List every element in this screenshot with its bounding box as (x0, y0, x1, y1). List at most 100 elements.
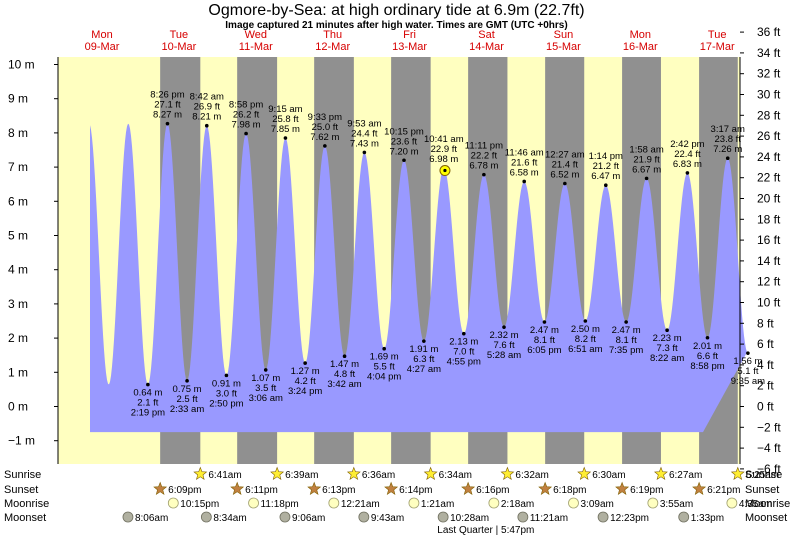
moonrise-time: 1:21am (421, 499, 454, 510)
tide-m-label: 1.56 m (733, 356, 762, 367)
tide-time-label: 4:04 pm (367, 372, 401, 383)
sunrise-time: 6:25am (746, 470, 779, 481)
day-name: Sun (554, 29, 574, 41)
day-date: 11-Mar (239, 41, 273, 53)
sunrise-time: 6:34am (439, 470, 472, 481)
day-date: 16-Mar (623, 41, 658, 53)
tide-ft-label: 3.5 ft (255, 383, 276, 394)
right-tick-label: −2 ft (757, 420, 781, 434)
tide-ft-label: 21.9 ft (633, 154, 660, 165)
tide-time-label: 4:55 pm (447, 357, 481, 368)
tide-ft-label: 21.2 ft (593, 161, 620, 172)
moonrise-time: 4:35am (739, 499, 772, 510)
day-name: Fri (403, 29, 416, 41)
right-tick-label: 0 ft (757, 400, 774, 414)
sunset-icon (538, 481, 553, 495)
right-tick-label: 26 ft (757, 129, 781, 143)
tide-m-label: 6.98 m (429, 154, 458, 165)
moonset-time: 9:06am (292, 513, 325, 524)
day-name: Wed (245, 29, 267, 41)
sunset-icon (692, 481, 707, 495)
tide-point (665, 328, 669, 333)
tide-ft-label: 4.2 ft (295, 376, 316, 387)
right-tick-label: 32 ft (757, 67, 781, 81)
tide-ft-label: 21.4 ft (552, 160, 579, 171)
tide-time-label: 8:58 pm (690, 361, 724, 372)
tide-time-label: 9:53 am (347, 118, 381, 129)
right-tick-label: −6 ft (757, 462, 781, 476)
sunrise-time: 6:39am (285, 470, 318, 481)
moonset-icon (200, 511, 212, 523)
tide-m-label: 7.98 m (232, 120, 261, 131)
left-tick-label: 0 m (8, 400, 28, 414)
tide-m-label: 1.27 m (291, 366, 320, 377)
sunset-icon (615, 481, 630, 495)
right-tick-label: 6 ft (757, 337, 774, 351)
day-name: Thu (323, 29, 342, 41)
moonset-icon (678, 511, 690, 523)
tide-point (482, 172, 486, 177)
tide-point (746, 351, 750, 355)
moonset-time: 8:06am (135, 513, 168, 524)
right-tick-label: 36 ft (757, 25, 781, 39)
tide-ft-label: 6.3 ft (413, 354, 434, 365)
day-date: 14-Mar (469, 41, 504, 53)
tide-time-label: 5:28 am (487, 350, 521, 361)
tide-point (725, 156, 730, 161)
tide-m-label: 8.21 m (192, 112, 221, 123)
tide-m-label: 6.52 m (550, 170, 579, 181)
tide-area (90, 123, 747, 433)
moonset-row-label-right: Moonset (745, 512, 787, 524)
sunset-icon (153, 481, 168, 495)
tide-point (204, 123, 209, 128)
tide-point (604, 183, 608, 188)
tide-m-label: 7.26 m (713, 144, 742, 155)
right-tick-label: −4 ft (757, 441, 781, 455)
tide-ft-label: 27.1 ft (154, 100, 181, 111)
left-tick-label: 1 m (8, 365, 28, 379)
left-tick-label: 10 m (8, 58, 35, 72)
tide-time-label: 1:58 am (629, 144, 663, 155)
right-tick-label: 16 ft (757, 233, 781, 247)
right-tick-label: 2 ft (757, 379, 774, 393)
right-tick-label: 22 ft (757, 171, 781, 185)
tide-time-label: 12:27 am (545, 150, 585, 161)
tide-point (402, 158, 406, 163)
sunrise-time: 6:30am (592, 470, 625, 481)
tide-m-label: 7.43 m (350, 138, 379, 149)
day-name: Mon (630, 29, 651, 41)
moonrise-icon (726, 497, 738, 509)
tide-time-label: 9:33 pm (308, 112, 342, 123)
tide-m-label: 0.75 m (173, 384, 202, 395)
tide-point (185, 379, 189, 383)
tide-m-label: 2.01 m (693, 341, 722, 352)
sunrise-icon (730, 466, 745, 480)
tide-point (146, 382, 150, 387)
right-tick-label: 20 ft (757, 192, 781, 206)
moonrise-time: 3:09am (580, 499, 613, 510)
right-tick-label: 18 ft (757, 212, 781, 226)
tide-time-label: 9:35 am (731, 376, 765, 387)
day-date: 10-Mar (161, 41, 196, 53)
tide-ft-label: 26.9 ft (194, 102, 221, 113)
sunrise-time: 6:32am (515, 470, 548, 481)
tide-time-label: 8:58 pm (229, 100, 263, 111)
tide-time-label: 6:05 pm (527, 345, 561, 356)
tide-point (224, 373, 229, 378)
tide-ft-label: 22.4 ft (674, 149, 701, 160)
tide-ft-label: 4.8 ft (334, 369, 355, 380)
moonset-icon (517, 511, 529, 523)
tide-ft-label: 26.2 ft (233, 110, 260, 121)
tide-point (583, 319, 588, 323)
day-name: Tue (708, 29, 727, 41)
moonrise-icon (328, 497, 340, 509)
tide-m-label: 0.91 m (212, 378, 241, 389)
tide-time-label: 3:17 am (711, 124, 745, 135)
left-tick-label: 2 m (8, 331, 28, 345)
moonrise-row-label-right: Moonrise (745, 498, 790, 510)
sunset-time: 6:16pm (476, 485, 509, 496)
tide-time-label: 2:50 pm (209, 398, 243, 409)
tide-time-label: 2:33 am (170, 404, 204, 415)
current-tide-dot (443, 168, 447, 173)
right-tick-label: 12 ft (757, 275, 781, 289)
